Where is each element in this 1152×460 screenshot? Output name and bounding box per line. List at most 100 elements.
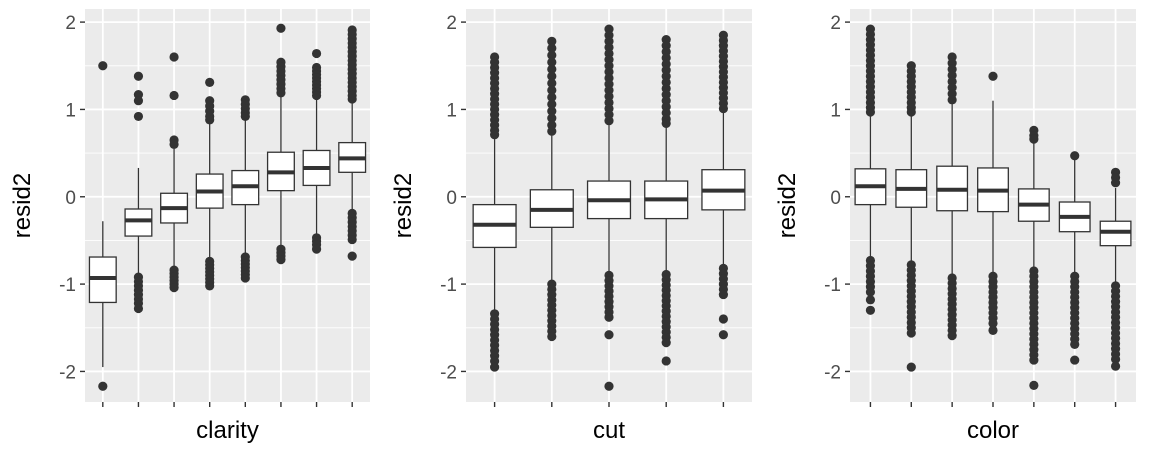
outlier-point	[547, 57, 557, 67]
outlier-point	[98, 381, 108, 391]
box	[1017, 125, 1050, 391]
box	[88, 61, 117, 391]
outlier-point	[547, 43, 557, 53]
outlier-point	[547, 106, 557, 116]
y-axis-ticks: -2 -1 0 1 2	[59, 13, 353, 407]
box	[895, 61, 928, 372]
outlier-point	[718, 289, 729, 300]
outlier-point	[1070, 355, 1080, 365]
outlier-point	[988, 325, 998, 335]
outlier-point	[604, 312, 614, 322]
y-axis-ticks: -2 -1 0 1 2	[440, 13, 725, 407]
outlier-point	[988, 71, 998, 81]
outlier-point	[1070, 151, 1080, 161]
outlier-point	[947, 95, 957, 105]
y-tick-label: 1	[446, 100, 457, 121]
outlier-point	[865, 287, 876, 297]
y-tick-label: 0	[446, 188, 457, 209]
outlier-point	[276, 88, 286, 98]
box	[160, 52, 189, 293]
outlier-point	[347, 251, 357, 261]
outlier-point	[311, 90, 322, 101]
y-tick-label: -2	[440, 362, 457, 383]
outlier-point	[661, 356, 671, 366]
y-tick-label: 0	[830, 188, 841, 209]
y-axis-title: resid2	[9, 173, 36, 238]
outlier-point	[1029, 134, 1039, 144]
outlier-point	[906, 328, 916, 338]
outlier-point	[906, 107, 916, 117]
y-tick-label: 1	[65, 100, 76, 121]
panel-cut: -2 -1 0 1 2 cut resid2	[390, 9, 752, 444]
outlier-point	[604, 381, 614, 391]
outlier-point	[1110, 178, 1121, 188]
box-series	[88, 23, 367, 391]
outlier-point	[311, 244, 322, 254]
y-tick-label: 0	[65, 188, 76, 209]
outlier-point	[1110, 361, 1121, 371]
outlier-point	[865, 107, 876, 117]
outlier-point	[276, 255, 286, 265]
box	[586, 24, 632, 391]
outlier-point	[547, 113, 557, 123]
y-tick-label: -1	[824, 275, 841, 296]
outlier-point	[276, 23, 286, 33]
box	[231, 95, 260, 283]
outlier-point	[490, 362, 500, 372]
outlier-point	[547, 36, 557, 46]
x-axis-title: clarity	[196, 417, 259, 444]
x-axis-title: cut	[593, 417, 625, 444]
y-tick-label: 2	[830, 13, 841, 34]
box	[854, 24, 887, 315]
box-iqr	[124, 208, 153, 237]
outlier-point	[988, 318, 998, 328]
box-series	[472, 24, 746, 391]
box	[529, 36, 574, 342]
outlier-point	[865, 295, 876, 305]
outlier-point	[169, 52, 179, 62]
outlier-point	[661, 118, 671, 129]
outlier-point	[1029, 355, 1039, 365]
y-tick-label: -2	[824, 362, 841, 383]
box	[701, 30, 746, 340]
outlier-point	[490, 130, 500, 140]
y-tick-label: -1	[59, 275, 76, 296]
box	[266, 23, 295, 265]
plot-area	[85, 9, 370, 402]
outlier-point	[547, 50, 557, 60]
box	[1099, 167, 1132, 371]
box	[302, 48, 331, 254]
outlier-point	[547, 331, 557, 342]
outlier-point	[240, 111, 250, 122]
panel-clarity: -2 -1 0 1 2 clarity resid2	[9, 9, 370, 444]
outlier-point	[169, 90, 179, 101]
y-tick-label: 2	[65, 13, 76, 34]
box	[977, 71, 1009, 335]
outlier-point	[133, 303, 144, 314]
outlier-point	[311, 48, 322, 59]
outlier-point	[133, 111, 144, 122]
outlier-point	[547, 85, 557, 95]
outlier-point	[205, 115, 215, 125]
box	[195, 77, 224, 291]
x-axis-title: color	[967, 417, 1019, 444]
box	[644, 34, 689, 366]
outlier-point	[1029, 380, 1039, 391]
box	[338, 25, 367, 261]
box	[472, 52, 517, 372]
outlier-point	[240, 273, 250, 283]
outlier-point	[169, 282, 179, 293]
outlier-point	[205, 77, 215, 87]
outlier-point	[906, 362, 916, 372]
outlier-point	[1110, 354, 1121, 364]
outlier-point	[718, 103, 729, 114]
y-tick-label: 2	[446, 13, 457, 34]
outlier-point	[347, 94, 357, 104]
y-axis-title: resid2	[390, 173, 417, 238]
outlier-point	[947, 331, 957, 341]
outlier-point	[547, 99, 557, 109]
y-axis-ticks: -2 -1 0 1 2	[824, 13, 1117, 407]
y-tick-label: -2	[59, 362, 76, 383]
outlier-point	[547, 126, 557, 136]
